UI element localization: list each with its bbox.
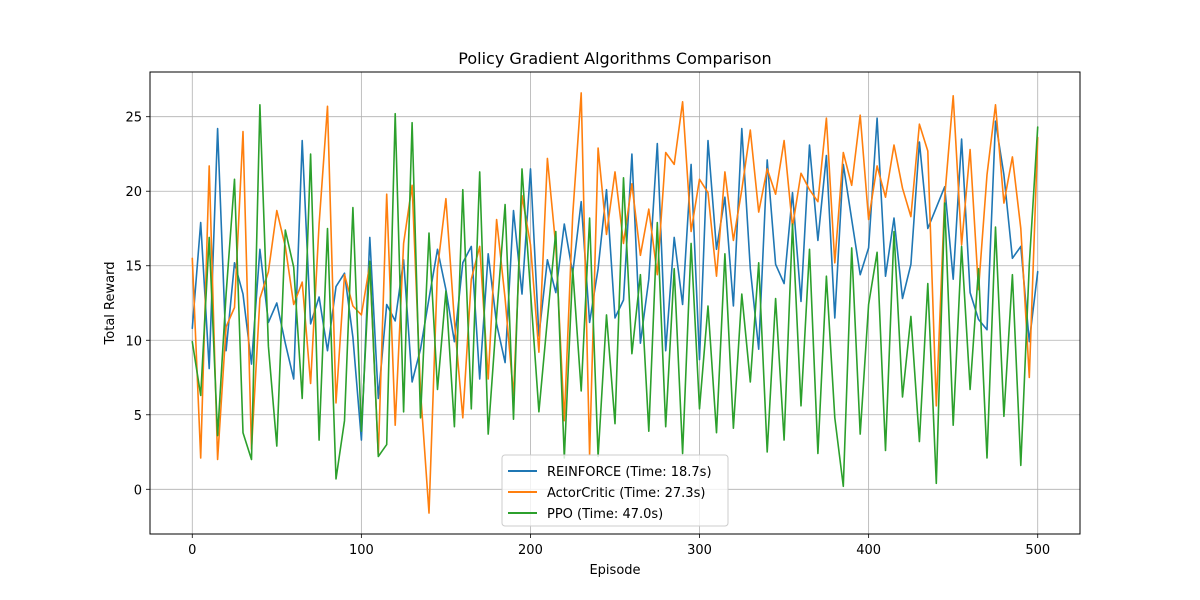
chart-title: Policy Gradient Algorithms Comparison (458, 49, 771, 68)
plot-frame (149, 71, 1081, 535)
legend-box (501, 454, 729, 527)
x-tick-label: 200 (518, 543, 543, 558)
x-tick-label: 300 (687, 543, 712, 558)
y-tick-label: 5 (134, 409, 142, 424)
y-tick-label: 20 (125, 185, 142, 200)
x-axis: 0 100 200 300 400 500 (188, 534, 1050, 558)
x-tick-label: 500 (1025, 543, 1050, 558)
y-tick-label: 25 (125, 111, 142, 126)
plot-area (191, 92, 1039, 514)
x-tick-label: 100 (349, 543, 374, 558)
x-axis-label: Episode (589, 563, 640, 578)
y-tick-label: 10 (125, 334, 142, 349)
series-line-3 (191, 104, 1039, 488)
grid (150, 72, 1080, 534)
y-axis: 0 5 10 15 20 25 (125, 111, 150, 498)
legend-label-3: PPO (Time: 47.0s) (547, 507, 663, 522)
series-line-2 (191, 92, 1039, 514)
legend-label-1: REINFORCE (Time: 18.7s) (547, 465, 712, 480)
y-tick-label: 0 (134, 483, 142, 498)
legend: REINFORCE (Time: 18.7s) ActorCritic (Time… (501, 454, 729, 527)
y-axis-label: Total Reward (103, 262, 118, 346)
y-tick-label: 15 (125, 260, 142, 275)
x-tick-label: 400 (856, 543, 881, 558)
legend-label-2: ActorCritic (Time: 27.3s) (547, 486, 705, 501)
x-tick-label: 0 (188, 543, 196, 558)
series-layer (191, 92, 1039, 514)
